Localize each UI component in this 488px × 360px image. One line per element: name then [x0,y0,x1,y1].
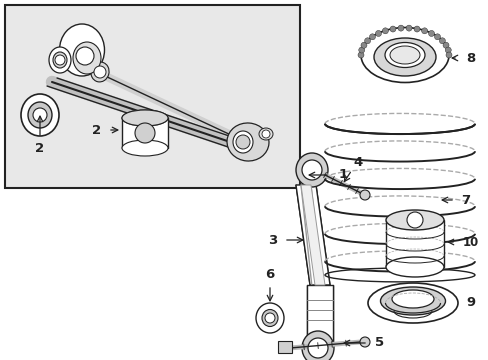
Circle shape [360,42,366,48]
Circle shape [262,130,269,138]
Text: 4: 4 [353,157,362,170]
Circle shape [55,55,65,65]
Ellipse shape [385,210,443,230]
Ellipse shape [359,337,369,347]
Ellipse shape [28,102,52,128]
Circle shape [264,313,274,323]
Ellipse shape [226,123,268,161]
Circle shape [236,135,249,149]
Ellipse shape [360,27,448,82]
Circle shape [358,47,364,53]
Ellipse shape [21,94,59,136]
Text: 1: 1 [338,168,347,181]
Ellipse shape [384,42,424,68]
Polygon shape [301,185,325,285]
Text: 6: 6 [265,269,274,282]
Bar [306,285,332,345]
Ellipse shape [53,52,67,68]
Text: 8: 8 [466,51,475,64]
Text: 2: 2 [92,123,102,136]
Polygon shape [295,185,329,285]
Circle shape [389,26,395,32]
Text: 5: 5 [375,337,384,350]
Circle shape [445,52,451,58]
Circle shape [135,123,155,143]
Circle shape [406,212,422,228]
Ellipse shape [122,110,168,126]
Text: 2: 2 [35,143,44,156]
Ellipse shape [60,24,104,76]
Circle shape [434,34,440,40]
Ellipse shape [122,140,168,156]
Ellipse shape [367,283,457,323]
Circle shape [445,47,450,53]
Circle shape [397,25,403,31]
Text: 3: 3 [268,234,277,247]
Circle shape [413,26,419,32]
Ellipse shape [389,46,419,64]
Ellipse shape [49,47,71,73]
Circle shape [369,34,375,40]
Ellipse shape [302,331,333,360]
Ellipse shape [256,303,284,333]
Ellipse shape [259,128,272,140]
Ellipse shape [295,153,327,187]
Circle shape [439,38,445,44]
Text: 10: 10 [462,235,478,248]
Circle shape [76,47,94,65]
Ellipse shape [262,310,278,327]
Circle shape [33,108,47,122]
Bar [122,118,168,148]
Circle shape [307,338,327,358]
Circle shape [357,52,363,58]
Circle shape [442,42,448,48]
Ellipse shape [359,190,369,200]
Circle shape [94,66,106,78]
Circle shape [364,38,370,44]
Bar [278,341,291,353]
Circle shape [427,31,434,36]
Ellipse shape [373,38,435,76]
Circle shape [382,28,387,34]
Bar [5,5,299,188]
Bar [385,220,443,267]
Ellipse shape [385,257,443,277]
Ellipse shape [91,62,109,82]
Text: 7: 7 [461,194,469,207]
Ellipse shape [122,110,168,126]
Circle shape [302,160,321,180]
Text: 9: 9 [466,297,475,310]
Ellipse shape [391,290,433,308]
Circle shape [421,28,427,34]
Circle shape [375,31,381,36]
Ellipse shape [380,287,445,315]
Ellipse shape [232,131,252,153]
Ellipse shape [73,42,101,74]
Circle shape [405,25,411,31]
